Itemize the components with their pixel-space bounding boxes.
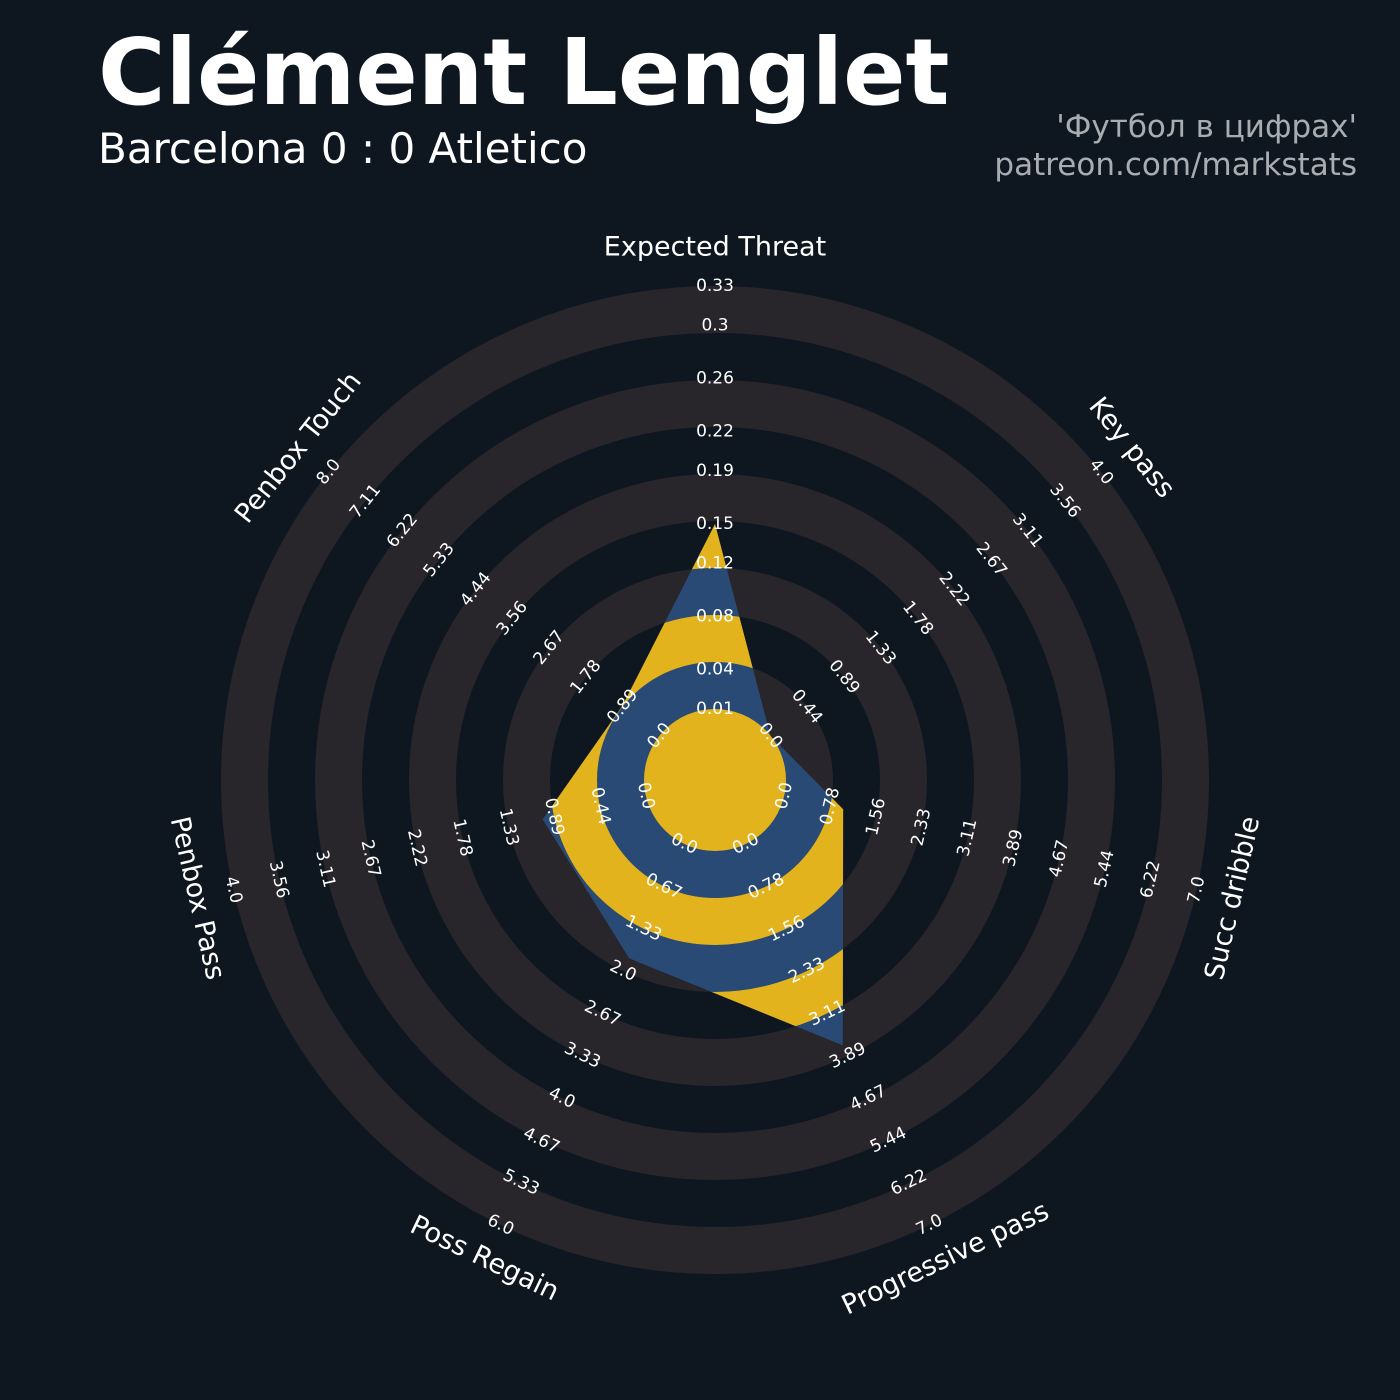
tick-label: 0.33 bbox=[696, 276, 734, 296]
tick-label: 0.08 bbox=[696, 606, 734, 626]
param-label: Expected Threat bbox=[604, 232, 826, 263]
chart-title: Clément Lenglet bbox=[98, 19, 950, 126]
radar-center bbox=[644, 709, 786, 851]
tick-label: 0.15 bbox=[696, 514, 734, 534]
ring bbox=[315, 380, 1115, 1180]
tick-label: 0.22 bbox=[696, 421, 734, 441]
tick-label: 0.19 bbox=[696, 461, 734, 481]
ring bbox=[409, 474, 1021, 1086]
tick-label: 0.26 bbox=[696, 369, 734, 389]
ring bbox=[221, 286, 1209, 1274]
credit: 'Футбол в цифрах' bbox=[1056, 109, 1357, 145]
chart-subtitle: Barcelona 0 : 0 Atletico bbox=[98, 124, 587, 173]
tick-label: 0.04 bbox=[696, 659, 734, 679]
radar-ring bbox=[550, 615, 844, 945]
tick-label: 0.12 bbox=[696, 554, 734, 574]
tick-label: 0.01 bbox=[696, 699, 734, 719]
tick-label: 0.3 bbox=[701, 316, 728, 336]
credit: patreon.com/markstats bbox=[994, 147, 1357, 183]
